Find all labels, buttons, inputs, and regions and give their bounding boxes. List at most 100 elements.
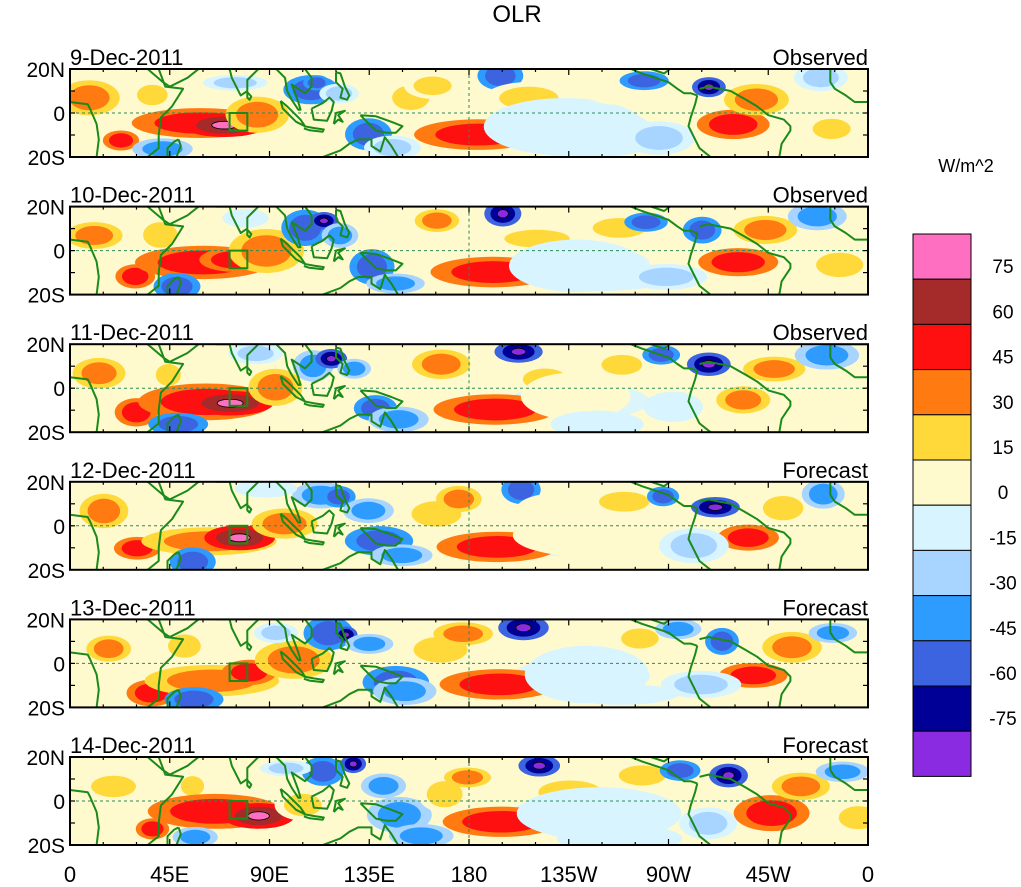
panel-date: 14-Dec-2011: [70, 733, 196, 758]
panel-3: 20N 0 20S 11-Dec-2011 Observed: [26, 320, 869, 445]
coastline: [687, 370, 712, 433]
coastline: [630, 481, 698, 510]
coastline: [829, 757, 868, 771]
coastlines: [70, 757, 868, 845]
coastline: [829, 206, 868, 220]
coastline: [70, 789, 100, 845]
anomaly-core: [808, 483, 838, 505]
coastline: [70, 238, 100, 295]
anomaly-core: [662, 621, 694, 637]
coastline: [70, 376, 100, 433]
colorbar-label: -15: [989, 528, 1016, 549]
panel-6: 20N 0 20S 14-Dec-2011 Forecast: [26, 733, 869, 858]
coastline: [359, 251, 404, 272]
anomaly-core: [710, 631, 734, 652]
x-tick-label: 135W: [540, 862, 598, 887]
coastline: [359, 527, 404, 547]
colorbar-label: 30: [992, 393, 1013, 414]
anomaly-core: [381, 547, 423, 564]
coastline: [275, 619, 313, 662]
anomaly-core: [93, 639, 124, 659]
coastline: [146, 69, 200, 88]
anomaly-core: [545, 136, 629, 155]
anomaly-core: [108, 133, 134, 148]
anomaly-core: [618, 765, 666, 786]
coastline: [829, 494, 868, 516]
panel-status: Forecast: [782, 733, 868, 758]
anomaly-core: [261, 625, 291, 641]
anomaly-core: [566, 414, 629, 433]
anomaly-core: [577, 828, 662, 845]
region-box: [228, 387, 249, 407]
y-tick-label: 20N: [26, 609, 65, 632]
anomaly-core: [507, 481, 535, 500]
anomaly-core: [772, 636, 812, 659]
coastline: [359, 389, 404, 409]
anomaly-core: [383, 681, 426, 702]
coastline: [687, 232, 712, 295]
panel-status: Forecast: [782, 458, 868, 483]
anomaly-core: [121, 267, 149, 286]
anomaly-core: [635, 126, 683, 150]
coastline: [359, 664, 404, 685]
coastline: [332, 660, 346, 676]
coastline: [275, 757, 313, 799]
olr-field: [70, 481, 868, 570]
anomaly-core: [485, 69, 516, 87]
coastline: [275, 344, 313, 386]
y-tick-label: 0: [53, 653, 65, 676]
region-box: [228, 249, 249, 270]
anomaly-core: [816, 252, 864, 278]
x-axis: 0 45E 90E 135E 180 135W 90W 45W 0: [64, 862, 874, 887]
anomaly-core: [454, 398, 537, 421]
y-tick-label: 0: [53, 241, 65, 264]
coastline: [303, 675, 325, 684]
y-tick-label: 20S: [28, 560, 65, 583]
coastline: [335, 208, 351, 239]
panel-date: 12-Dec-2011: [70, 458, 196, 483]
coastline: [322, 824, 399, 845]
anomaly-core: [180, 776, 205, 796]
coastline: [310, 647, 335, 673]
coastline: [829, 356, 868, 379]
colorbar-label: 45: [992, 348, 1013, 369]
x-tick-label: 180: [451, 862, 488, 887]
region-box: [228, 662, 249, 683]
coastline: [650, 344, 672, 350]
anomaly-extreme: [349, 760, 358, 768]
coastline: [146, 344, 200, 363]
region-box: [228, 112, 249, 132]
anomaly-core: [308, 761, 338, 782]
anomaly-core: [725, 390, 762, 410]
colorbar-label: -60: [989, 664, 1016, 685]
anomaly-core: [443, 489, 475, 509]
coastline: [322, 411, 399, 433]
coastline: [829, 632, 868, 654]
y-tick-label: 20S: [28, 147, 65, 170]
coastline: [829, 219, 868, 241]
y-tick-label: 0: [53, 378, 65, 401]
olr-field: [70, 619, 868, 708]
panel-date: 9-Dec-2011: [70, 45, 183, 70]
colorbar-swatch: [912, 730, 972, 777]
coastline: [310, 784, 335, 810]
coastline: [687, 507, 712, 570]
anomaly-core: [451, 770, 484, 785]
coastline: [303, 400, 325, 408]
coastlines: [70, 206, 868, 295]
panel-date: 10-Dec-2011: [70, 183, 196, 208]
coastline: [70, 513, 100, 570]
coastline: [310, 234, 335, 260]
anomaly-extreme: [707, 503, 724, 511]
coastline: [303, 538, 325, 546]
coastline: [310, 509, 335, 535]
anomaly-core: [241, 235, 292, 267]
coastline: [216, 619, 260, 647]
coastline: [359, 114, 404, 134]
coastline: [246, 779, 253, 789]
anomaly-core: [81, 362, 117, 385]
coastline: [146, 481, 185, 570]
anomaly-core: [236, 101, 279, 128]
coastline: [650, 206, 672, 212]
